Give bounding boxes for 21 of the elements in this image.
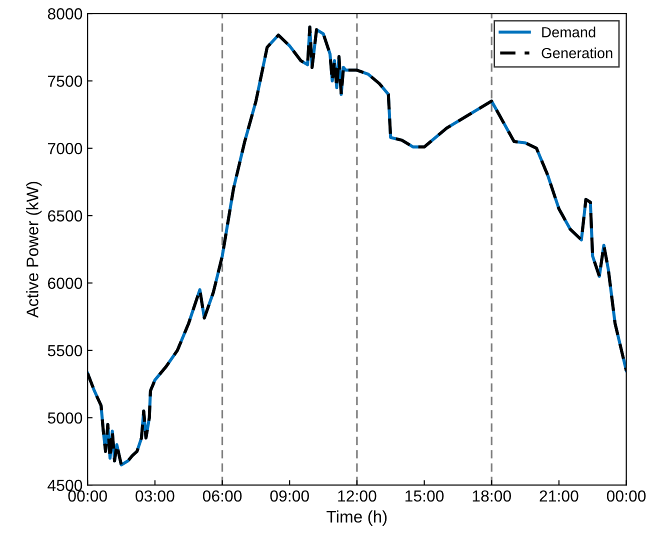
- x-tick-label: 09:00: [270, 490, 309, 502]
- y-tick-label: 4500: [48, 480, 82, 492]
- y-tick-label: 6000: [48, 278, 82, 289]
- x-axis-title: Time (h): [326, 510, 387, 526]
- x-tick-label: 00:00: [68, 490, 107, 502]
- y-axis-title: Active Power (kW): [26, 182, 42, 318]
- x-tick-label: 00:00: [606, 490, 646, 502]
- y-tick-label: 6500: [48, 210, 82, 222]
- y-tick-label: 8000: [48, 8, 82, 20]
- legend-label: Generation: [542, 48, 612, 58]
- y-tick-label: 5000: [48, 412, 82, 424]
- y-tick-label: 5500: [48, 345, 82, 356]
- x-tick-label: 12:00: [338, 490, 376, 502]
- x-tick-label: 06:00: [202, 490, 242, 502]
- legend-label: Demand: [542, 26, 596, 38]
- x-tick-label: 18:00: [472, 490, 511, 502]
- y-tick-label: 7000: [48, 142, 82, 154]
- x-tick-label: 21:00: [540, 490, 578, 502]
- x-tick-label: 15:00: [406, 490, 444, 502]
- x-tick-label: 03:00: [136, 490, 174, 502]
- y-tick-label: 7500: [48, 76, 82, 87]
